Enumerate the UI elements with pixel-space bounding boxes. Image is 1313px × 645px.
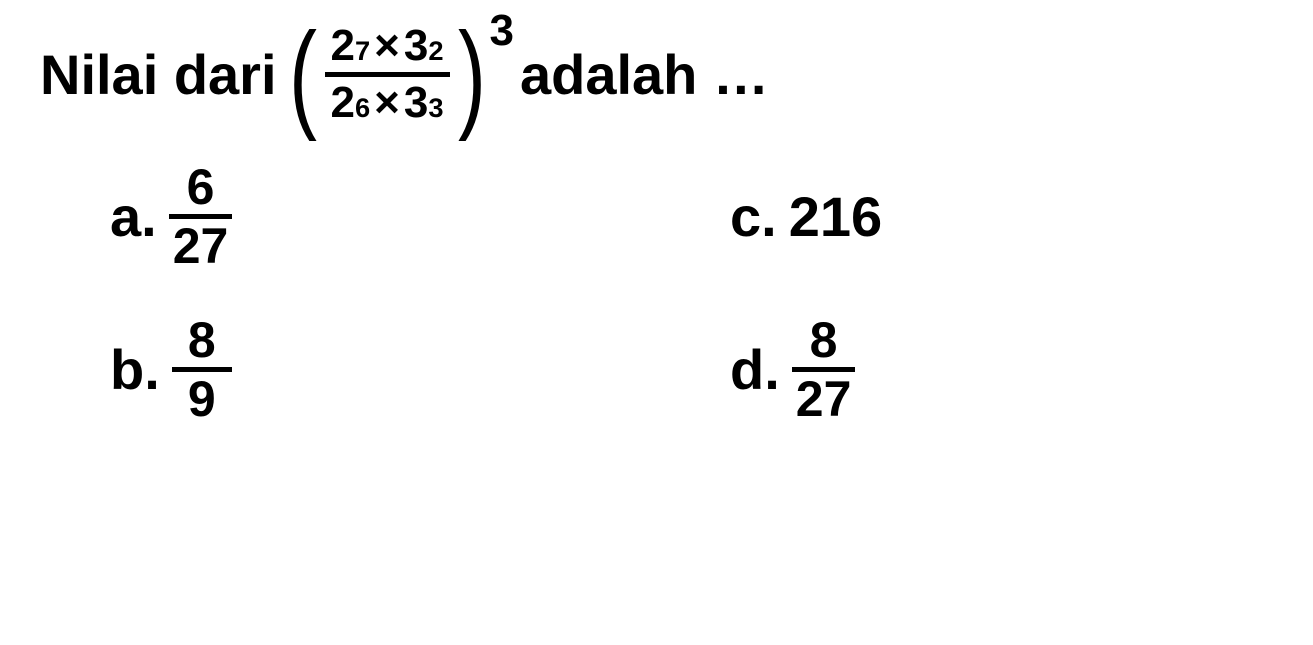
den-term-1: 26	[331, 79, 371, 127]
den-base-2: 3	[404, 79, 428, 127]
den-mult: ×	[374, 79, 400, 127]
question-suffix: adalah …	[520, 41, 769, 108]
option-d-fraction: 8 27	[792, 313, 856, 426]
num-term-2: 32	[404, 22, 444, 70]
den-term-2: 33	[404, 79, 444, 127]
option-d-den: 27	[792, 372, 856, 426]
main-fraction: 27 × 32 26 × 33	[325, 20, 450, 130]
option-a-den: 27	[169, 219, 233, 273]
option-b-fraction: 8 9	[172, 313, 232, 426]
den-base-1: 2	[331, 79, 355, 127]
options-grid: a. 6 27 c. 216 b. 8 9 d. 8 27	[110, 160, 1273, 426]
option-b-num: 8	[184, 313, 220, 367]
option-d-label: d.	[730, 337, 780, 402]
num-base-2: 3	[404, 22, 428, 70]
left-paren-icon: (	[289, 21, 317, 129]
option-b-den: 9	[184, 372, 220, 426]
option-b-label: b.	[110, 337, 160, 402]
num-mult: ×	[374, 22, 400, 70]
option-a-fraction: 6 27	[169, 160, 233, 273]
num-term-1: 27	[331, 22, 371, 70]
option-a-num: 6	[183, 160, 219, 214]
option-a-label: a.	[110, 184, 157, 249]
option-a: a. 6 27	[110, 160, 650, 273]
outer-exponent: 3	[489, 5, 513, 58]
option-c-value: 216	[789, 184, 882, 249]
question-prefix: Nilai dari	[40, 41, 277, 108]
option-b: b. 8 9	[110, 313, 650, 426]
fraction-numerator: 27 × 32	[325, 20, 450, 72]
option-c-label: c.	[730, 184, 777, 249]
right-paren-icon: )	[458, 21, 486, 129]
option-d: d. 8 27	[730, 313, 1273, 426]
question-row: Nilai dari ( 27 × 32 26 × 33	[40, 20, 1273, 130]
option-d-num: 8	[806, 313, 842, 367]
fraction-denominator: 26 × 33	[325, 77, 450, 129]
parenthesized-fraction: ( 27 × 32 26 × 33 )	[283, 20, 514, 130]
option-c: c. 216	[730, 160, 1273, 273]
num-base-1: 2	[331, 22, 355, 70]
